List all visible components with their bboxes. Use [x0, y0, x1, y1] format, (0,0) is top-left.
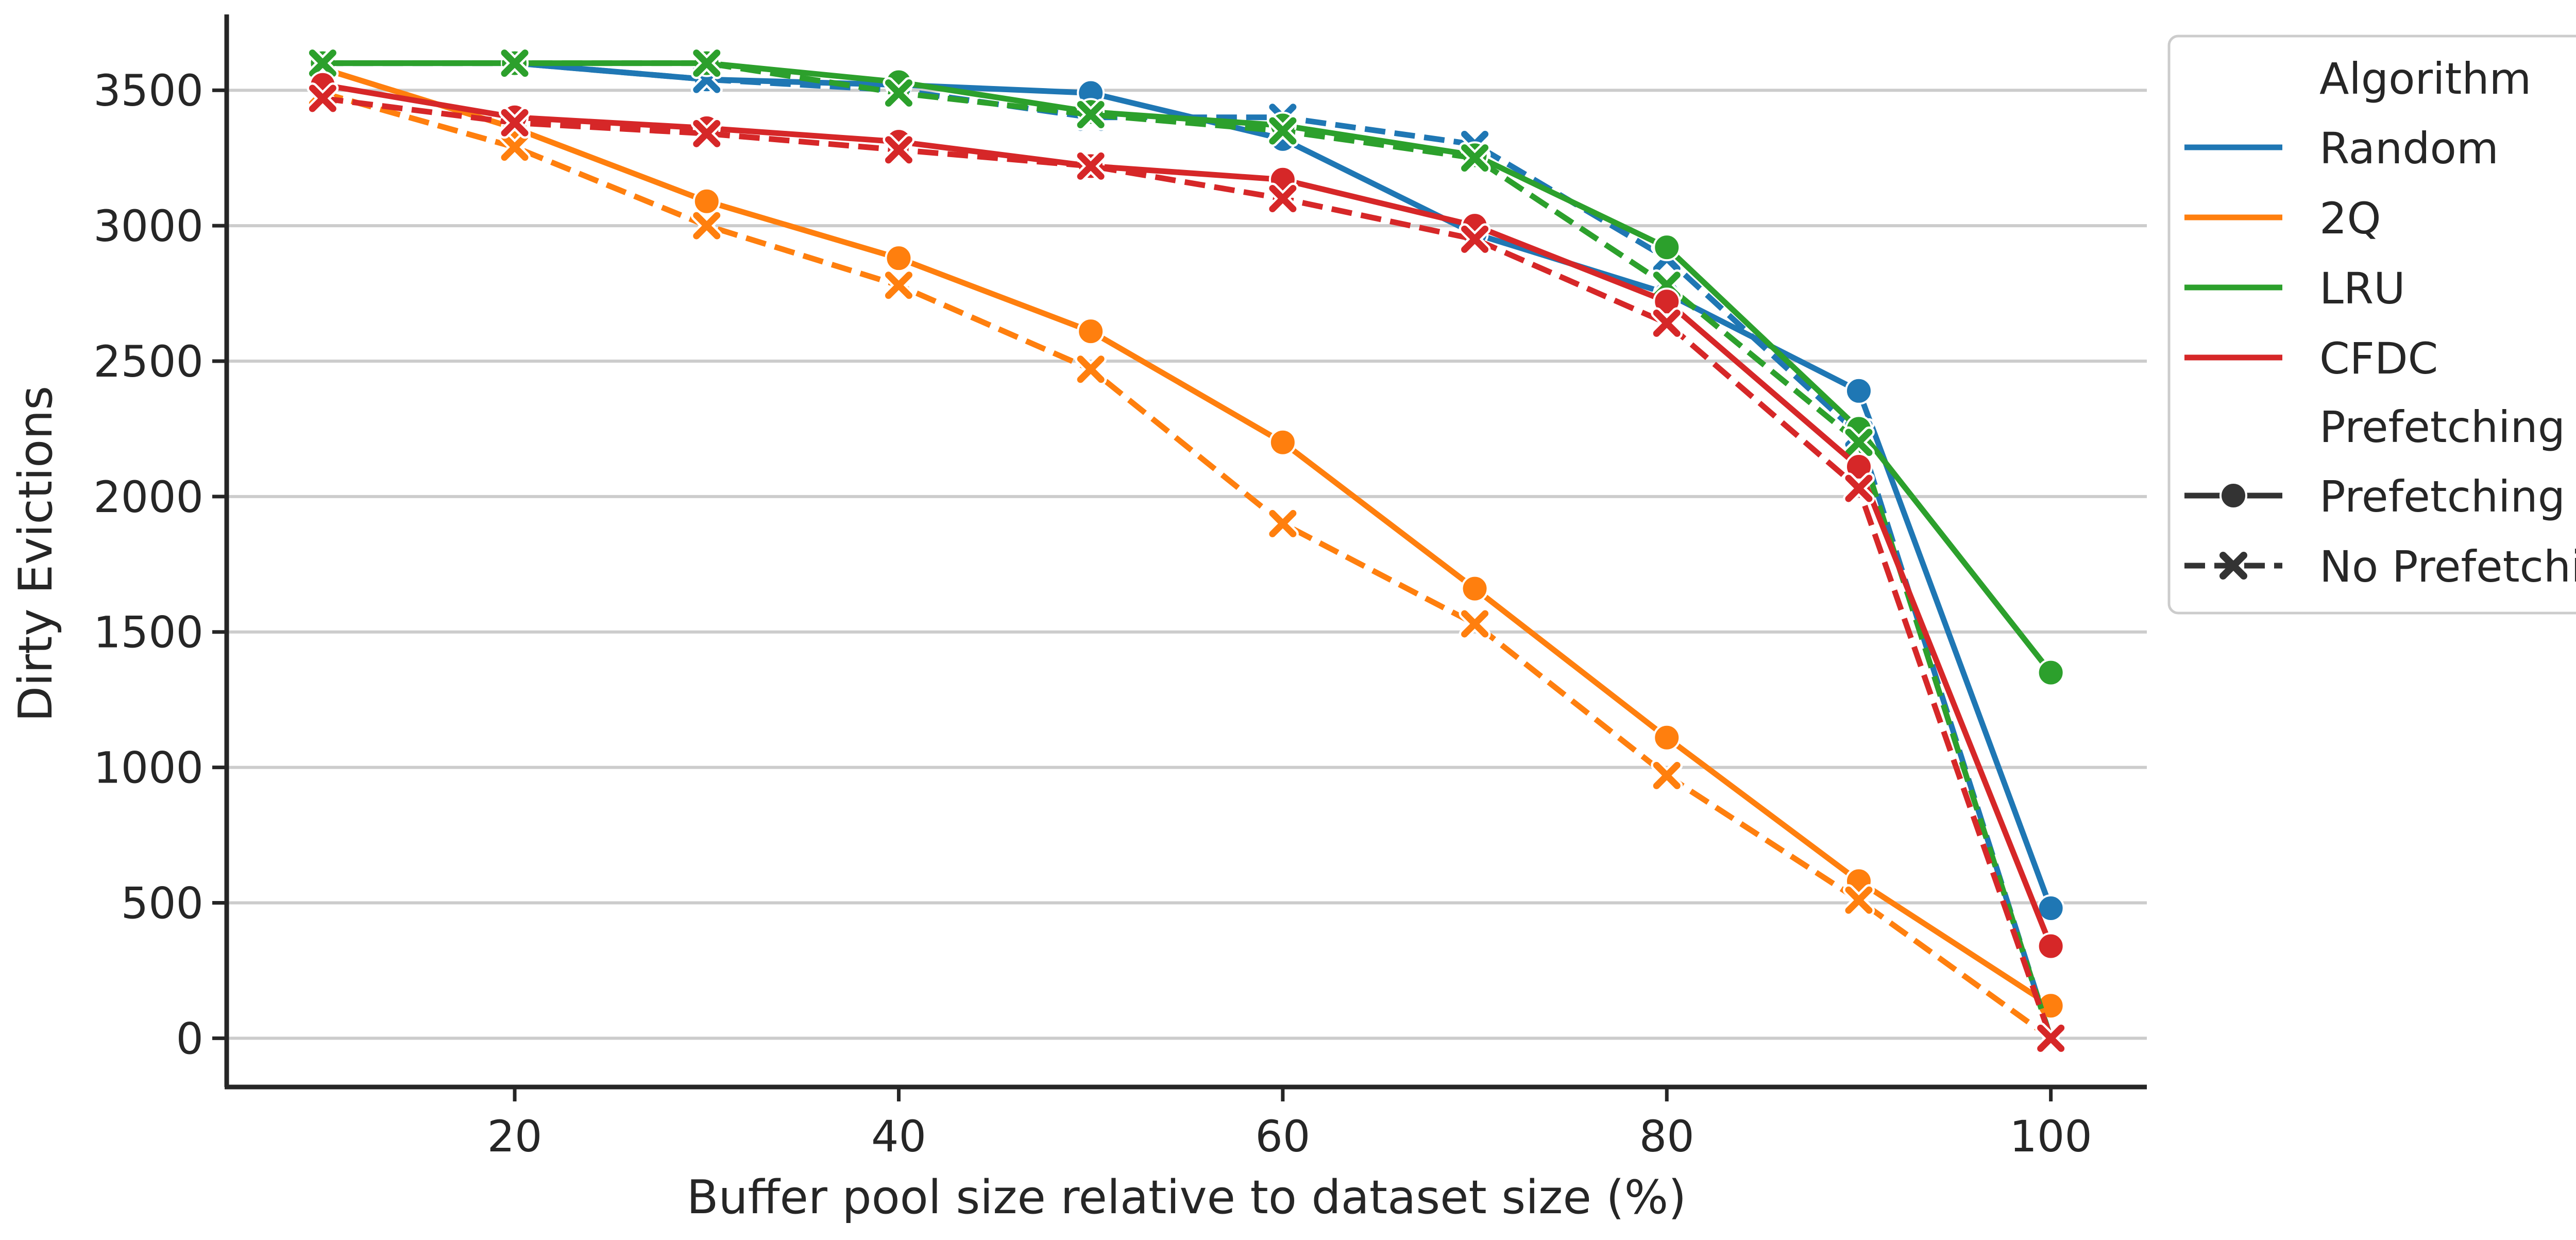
- x-tick-label: 80: [1639, 1111, 1694, 1162]
- legend-entry-cfdc: CFDC: [2184, 333, 2438, 384]
- x-tick-label: 60: [1255, 1111, 1310, 1162]
- legend-label: LRU: [2319, 263, 2405, 314]
- data-point: [1653, 761, 1681, 789]
- data-point: [1461, 574, 1489, 603]
- y-tick-label: 1500: [93, 607, 204, 658]
- data-point: [501, 133, 529, 161]
- series-line-2q-no-prefetching: [321, 90, 2053, 1041]
- legend-label: 2Q: [2319, 193, 2381, 244]
- x-axis-label: Buffer pool size relative to dataset siz…: [687, 1170, 1687, 1225]
- legend-entry-random: Random: [2184, 123, 2499, 174]
- y-ticks: 0 500 1000 1500 2000 2500 3000 3500: [93, 65, 227, 1064]
- data-point: [1653, 233, 1681, 262]
- data-point: [1269, 185, 1297, 213]
- x-tick-label: 40: [871, 1111, 926, 1162]
- x-ticks: 20 40 60 80 100: [487, 1087, 2092, 1162]
- series-line-cfdc-no-prefetching: [322, 95, 2054, 1040]
- data-point: [885, 136, 912, 164]
- legend-hue-entries: Random 2Q LRU CFDC: [2184, 123, 2499, 384]
- data-point: [1461, 610, 1489, 638]
- data-point: [1269, 509, 1297, 537]
- y-tick-label: 2000: [93, 472, 204, 522]
- legend-label: Random: [2319, 123, 2499, 174]
- x-tick-label: 20: [487, 1111, 543, 1162]
- data-point: [1269, 117, 1297, 145]
- data-point: [692, 187, 721, 215]
- data-point: [501, 49, 529, 77]
- data-point: [885, 79, 912, 107]
- x-tick-label: 100: [2009, 1111, 2092, 1162]
- y-axis-label: Dirty Evictions: [9, 386, 63, 722]
- series-cfdc-no-prefetching: [307, 82, 2067, 1055]
- legend-x-marker: [2219, 552, 2247, 580]
- data-point: [1077, 355, 1105, 383]
- legend-title-algorithm: Algorithm: [2319, 54, 2531, 104]
- legend-circle-marker: [2219, 482, 2247, 509]
- y-tick-label: 0: [176, 1013, 204, 1064]
- data-point: [1845, 429, 1873, 456]
- data-point: [1077, 317, 1105, 346]
- legend-title-prefetching: Prefetching: [2319, 402, 2565, 452]
- legend-entry-lru: LRU: [2184, 263, 2405, 314]
- data-point: [1653, 309, 1681, 337]
- legend-label: CFDC: [2319, 333, 2438, 384]
- data-point: [2037, 932, 2065, 960]
- y-tick-label: 1000: [93, 743, 204, 793]
- data-point: [1845, 886, 1873, 914]
- data-point: [1844, 453, 1873, 481]
- gridlines: [227, 89, 2147, 1040]
- series-2q-no-prefetching: [307, 77, 2067, 1055]
- data-point: [1653, 287, 1681, 316]
- data-point: [1653, 723, 1681, 752]
- data-point: [1844, 377, 1873, 405]
- legend-entry-2q: 2Q: [2184, 193, 2381, 244]
- y-tick-label: 3000: [93, 201, 204, 251]
- y-tick-label: 2500: [93, 336, 204, 387]
- data-point: [885, 271, 912, 299]
- legend-entry-no-prefetching: No Prefetching: [2184, 541, 2576, 592]
- data-point: [309, 49, 336, 77]
- series-line-2q-prefetching: [321, 65, 2053, 1008]
- series-line-lru-no-prefetching: [323, 60, 2054, 1040]
- series-layer: [307, 47, 2067, 1055]
- y-tick-label: 500: [121, 878, 204, 928]
- legend: Algorithm Random 2Q LRU CFDC Prefetching Pr…: [2167, 35, 2576, 615]
- data-point: [885, 244, 913, 273]
- data-point: [501, 109, 529, 137]
- series-line-cfdc-prefetching: [322, 82, 2054, 947]
- legend-label-prefetching: Prefetching: [2319, 471, 2565, 522]
- data-point: [1845, 474, 1873, 502]
- y-tick-label: 3500: [93, 65, 204, 116]
- data-point: [693, 49, 721, 77]
- data-point: [2037, 658, 2065, 687]
- legend-entry-prefetching: Prefetching: [2184, 471, 2565, 522]
- data-point: [2037, 1024, 2065, 1052]
- data-point: [309, 84, 336, 112]
- axes: [224, 14, 2147, 1090]
- data-point: [1077, 152, 1105, 180]
- legend-label-no-prefetching: No Prefetching: [2319, 541, 2576, 592]
- data-point: [693, 212, 721, 240]
- data-point: [693, 120, 721, 147]
- data-point: [1461, 225, 1489, 253]
- data-point: [1268, 428, 1297, 456]
- data-point: [1461, 144, 1489, 172]
- legend-frame: [2167, 35, 2576, 615]
- data-point: [1077, 101, 1105, 129]
